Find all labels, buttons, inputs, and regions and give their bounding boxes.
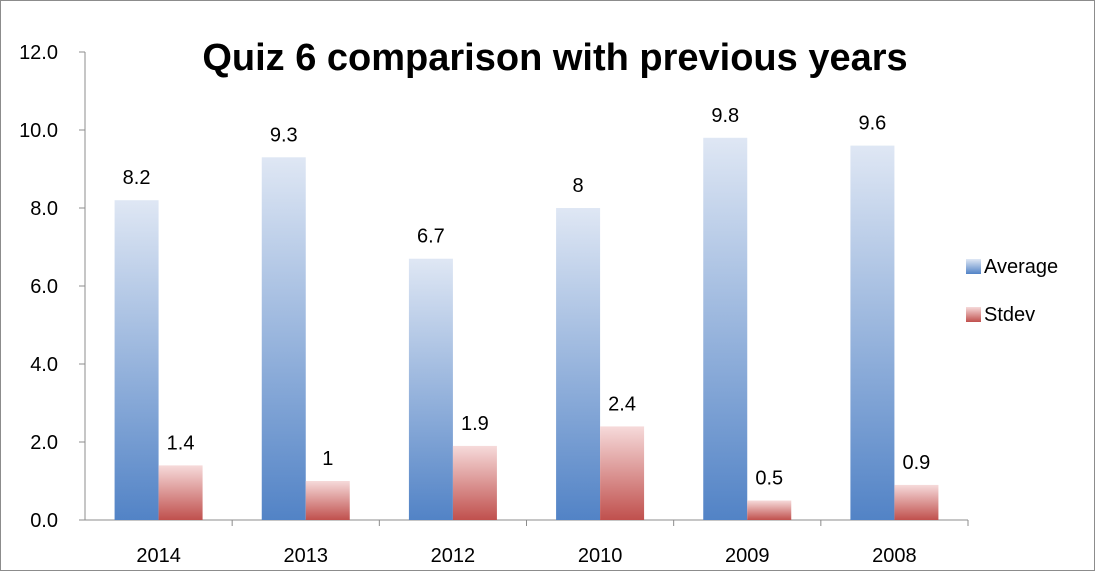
x-tick-label: 2008 <box>872 545 917 567</box>
x-tick-label: 2009 <box>725 545 770 567</box>
data-label: 8 <box>573 175 584 197</box>
y-tick-label: 6.0 <box>30 276 58 298</box>
bar-average <box>408 258 453 520</box>
bar-stdev <box>894 484 939 520</box>
y-tick-label: 10.0 <box>19 120 58 142</box>
data-label: 1.9 <box>461 413 489 435</box>
data-label: 9.3 <box>270 124 298 146</box>
data-label: 9.6 <box>859 113 887 135</box>
data-label: 0.5 <box>755 468 783 490</box>
legend-label: Average <box>984 256 1058 278</box>
x-tick-label: 2013 <box>284 545 329 567</box>
y-tick-label: 0.0 <box>30 510 58 532</box>
bar-average <box>556 208 601 520</box>
chart-title: Quiz 6 comparison with previous years <box>202 37 907 79</box>
bar-average <box>114 200 159 520</box>
bar-stdev <box>305 481 350 520</box>
y-tick-label: 2.0 <box>30 432 58 454</box>
legend-label: Stdev <box>984 304 1035 326</box>
data-label: 1.4 <box>167 432 195 454</box>
data-label: 6.7 <box>417 226 445 248</box>
data-label: 8.2 <box>123 167 151 189</box>
data-label: 0.9 <box>903 452 931 474</box>
legend-swatch-stdev <box>966 307 981 322</box>
x-tick-label: 2010 <box>578 545 623 567</box>
legend-swatch-average <box>966 259 981 274</box>
bar-average <box>850 145 895 520</box>
bar-stdev <box>158 465 203 520</box>
data-label: 2.4 <box>608 393 636 415</box>
bar-average <box>703 137 748 521</box>
bar-stdev <box>452 445 497 520</box>
bar-stdev <box>747 500 792 520</box>
bar-stdev <box>600 426 645 520</box>
x-tick-label: 2014 <box>136 545 181 567</box>
data-label: 1 <box>322 448 333 470</box>
y-tick-label: 12.0 <box>19 42 58 64</box>
y-tick-label: 8.0 <box>30 198 58 220</box>
x-tick-label: 2012 <box>431 545 476 567</box>
bar-average <box>261 157 306 521</box>
y-tick-label: 4.0 <box>30 354 58 376</box>
data-label: 9.8 <box>711 105 739 127</box>
